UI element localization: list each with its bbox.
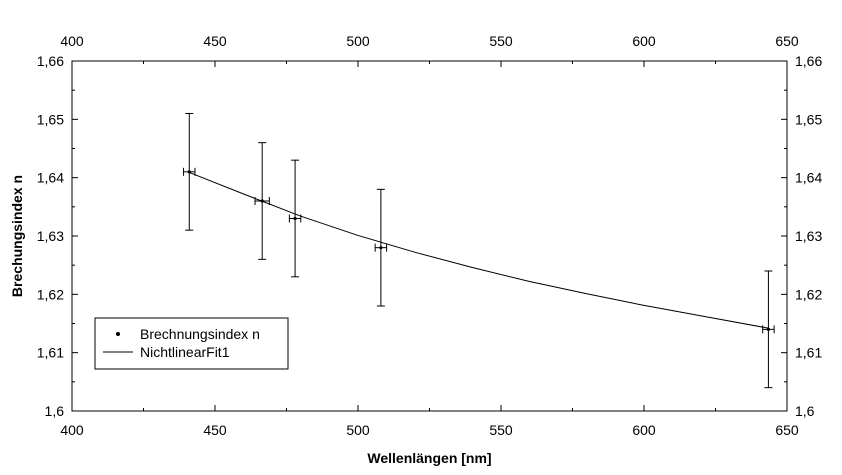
y-tick-label-right: 1,62	[795, 286, 822, 302]
x-tick-label-top: 650	[775, 33, 799, 49]
y-tick-label: 1,63	[37, 228, 64, 244]
x-tick-label-top: 500	[346, 33, 370, 49]
y-tick-label-right: 1,6	[795, 403, 815, 419]
x-tick-label: 400	[60, 422, 84, 438]
x-tick-label: 600	[632, 422, 656, 438]
y-tick-label: 1,6	[45, 403, 65, 419]
x-tick-label-top: 400	[60, 33, 84, 49]
y-tick-label: 1,61	[37, 345, 64, 361]
legend-label-fit: NichtlinearFit1	[140, 344, 230, 360]
legend-box	[94, 317, 289, 370]
fit-curve	[189, 171, 769, 329]
x-tick-label: 450	[203, 422, 227, 438]
data-point-group	[254, 142, 270, 260]
legend-marker-points	[116, 332, 120, 336]
legend: Brechnungsindex n NichtlinearFit1	[94, 317, 289, 370]
legend-label-points: Brechnungsindex n	[140, 326, 260, 342]
axis-ticks	[71, 60, 788, 412]
y-tick-label-right: 1,61	[795, 345, 822, 361]
x-tick-label: 500	[346, 422, 370, 438]
data-point-group	[183, 113, 196, 231]
y-tick-label: 1,64	[37, 170, 64, 186]
y-tick-label-right: 1,63	[795, 228, 822, 244]
data-point	[766, 327, 771, 331]
fit-line	[189, 171, 769, 329]
data-point-group	[288, 159, 302, 278]
y-tick-label: 1,62	[37, 286, 64, 302]
x-tick-label: 550	[489, 422, 513, 438]
data-point-group	[762, 270, 775, 389]
data-points	[183, 113, 775, 389]
data-point	[293, 216, 297, 221]
y-tick-label: 1,66	[37, 53, 64, 69]
data-point	[260, 199, 264, 203]
data-point	[379, 246, 383, 250]
x-tick-label-top: 550	[489, 33, 513, 49]
data-point	[187, 170, 191, 174]
data-point-group	[374, 188, 388, 307]
y-tick-label-right: 1,66	[795, 53, 822, 69]
y-tick-label-right: 1,64	[795, 170, 822, 186]
y-axis-title: Brechungsindex n	[9, 175, 25, 297]
y-tick-label: 1,65	[37, 111, 64, 127]
y-tick-label-right: 1,65	[795, 111, 822, 127]
x-axis-title: Wellenlängen [nm]	[367, 450, 491, 466]
x-tick-label: 650	[775, 422, 799, 438]
x-tick-label-top: 600	[632, 33, 656, 49]
x-tick-label-top: 450	[203, 33, 227, 49]
